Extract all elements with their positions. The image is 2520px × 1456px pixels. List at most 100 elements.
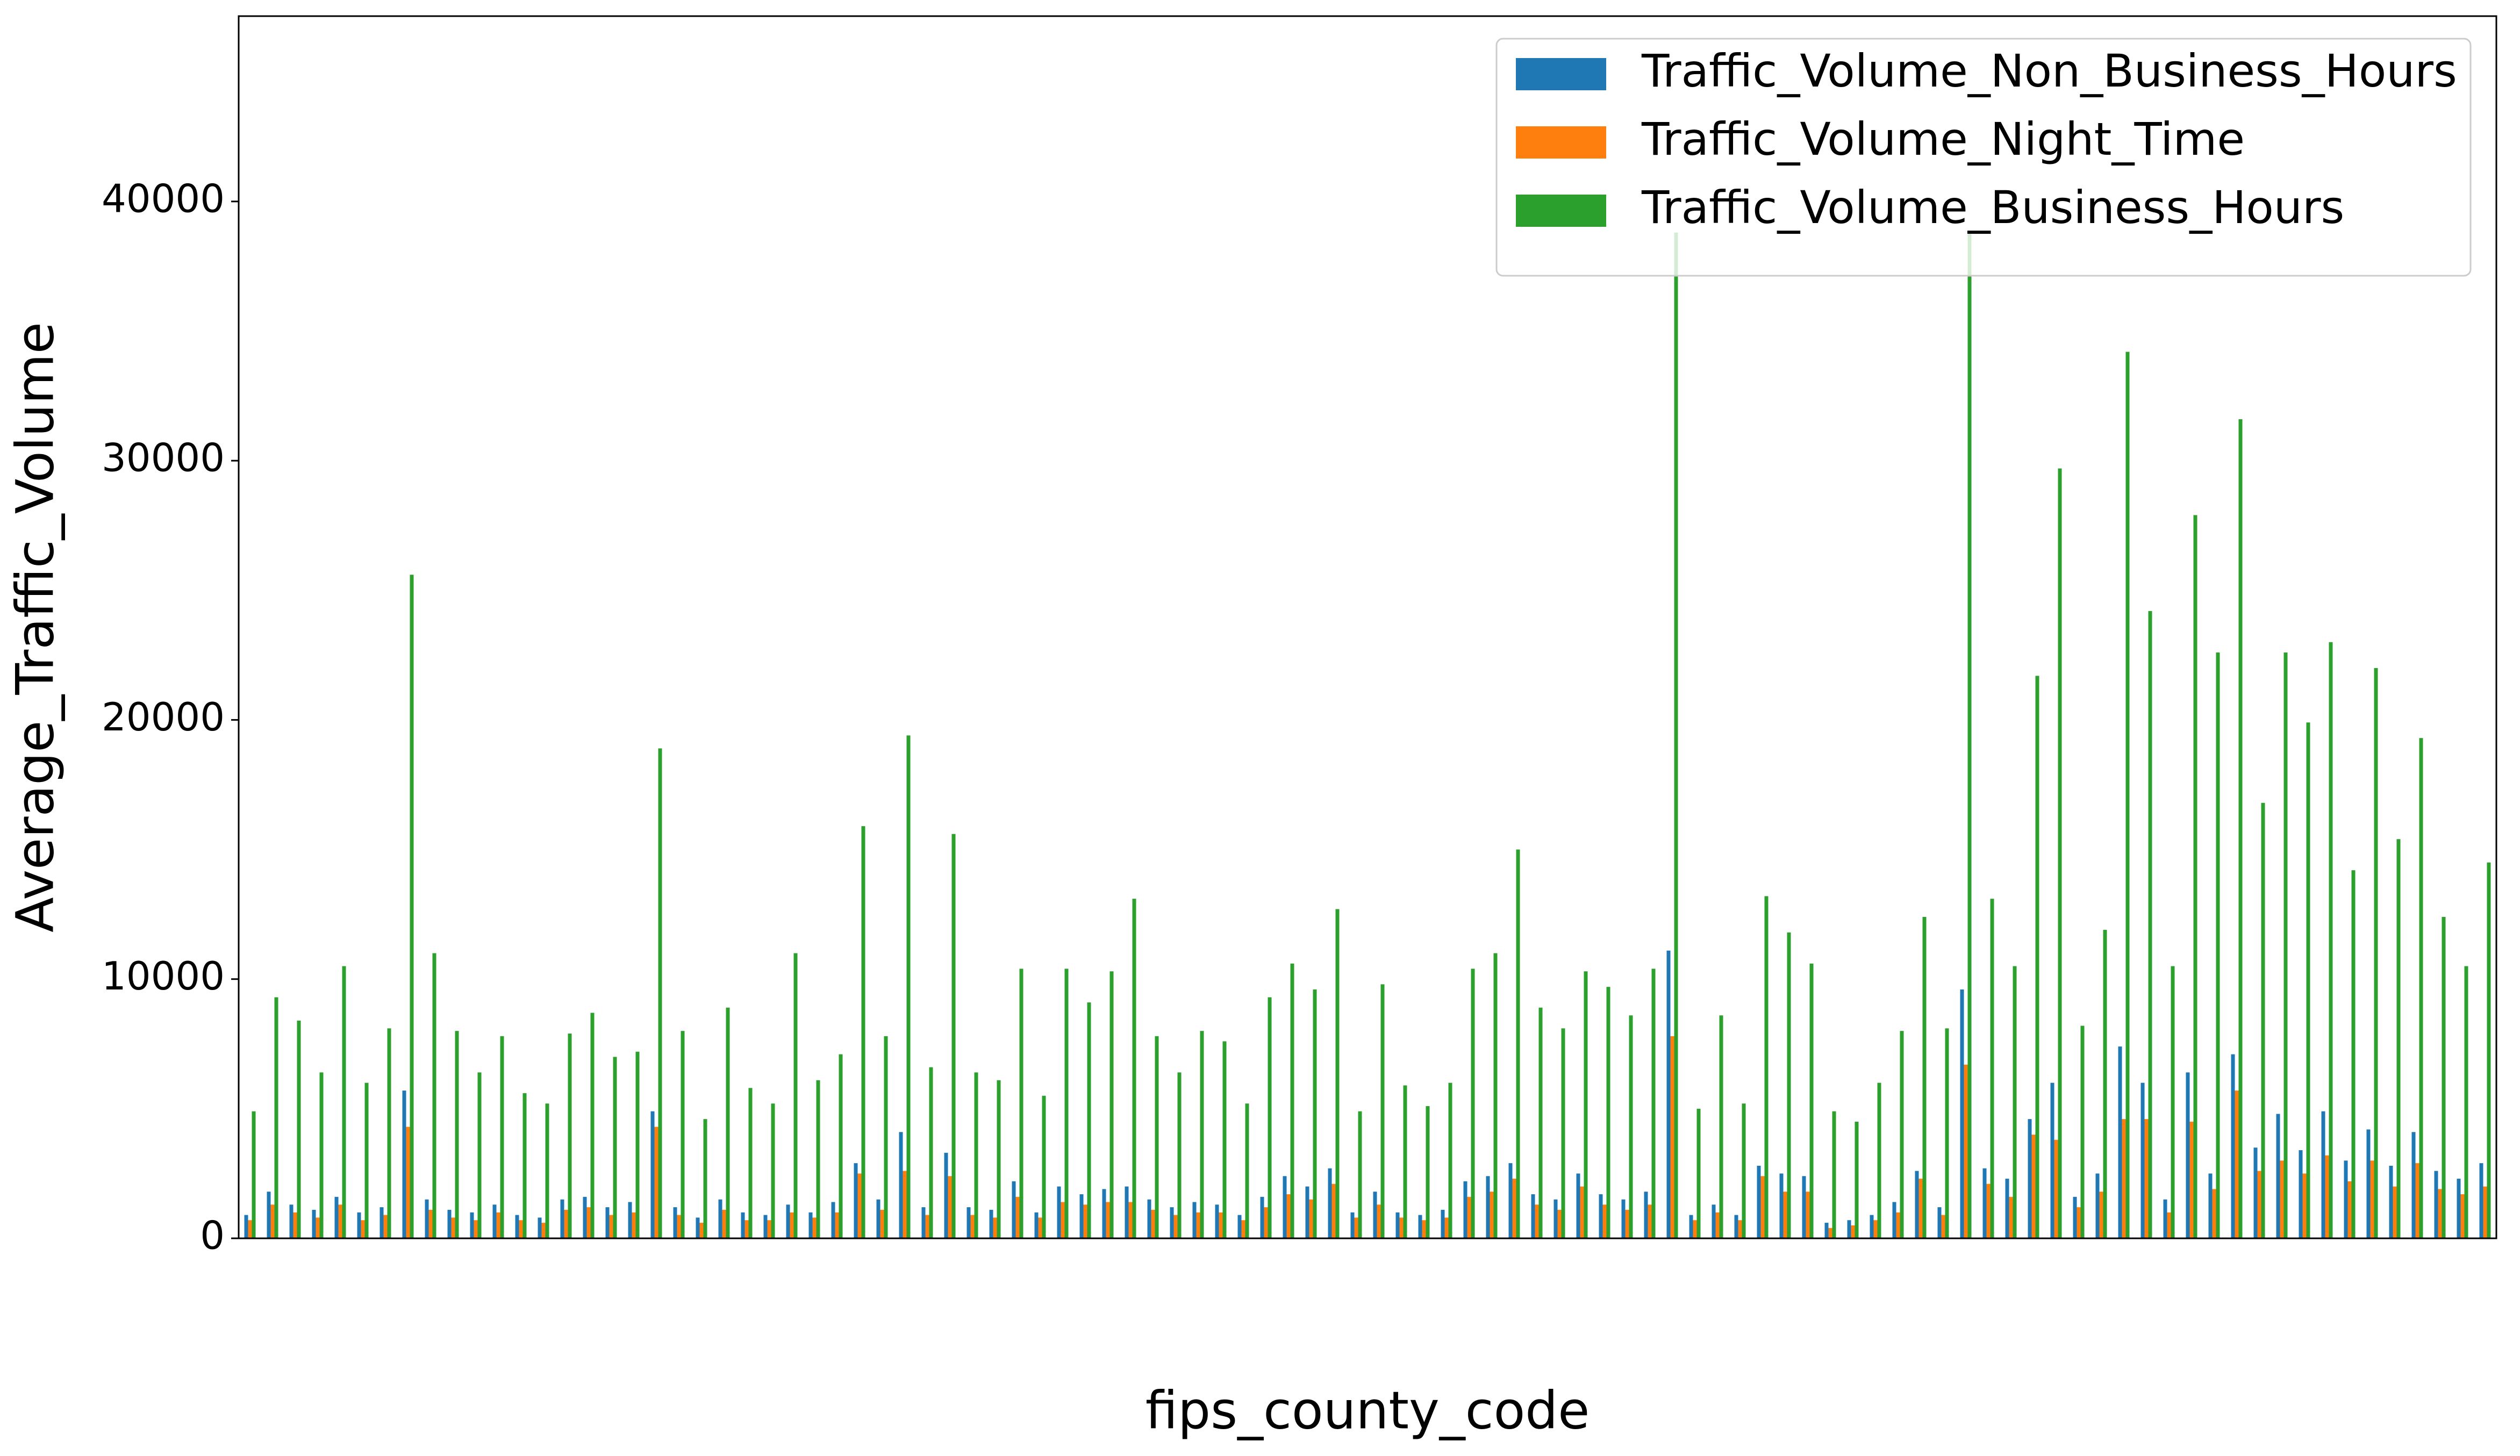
bar	[2103, 930, 2107, 1238]
bar	[1196, 1212, 1200, 1238]
bar	[790, 1212, 794, 1238]
bar	[2050, 1082, 2054, 1238]
bar	[2347, 1181, 2352, 1238]
bar	[1806, 1192, 1810, 1238]
bar	[2073, 1196, 2077, 1238]
bar	[1715, 1212, 1720, 1238]
bar	[1580, 1186, 1584, 1238]
bar	[1982, 1168, 1987, 1238]
bar	[1241, 1220, 1245, 1238]
bar	[1847, 1220, 1851, 1238]
x-axis-label: fips_county_code	[1146, 1380, 1590, 1440]
bar	[1915, 1171, 1919, 1238]
bar	[455, 1031, 459, 1238]
bar	[2035, 676, 2039, 1238]
bar	[357, 1212, 361, 1238]
bar	[1358, 1111, 1362, 1238]
bar	[2253, 1147, 2258, 1238]
bar	[545, 1103, 549, 1238]
bar	[854, 1163, 858, 1238]
bar	[2479, 1163, 2483, 1238]
bar	[2329, 642, 2333, 1238]
bar	[470, 1212, 474, 1238]
bar	[2419, 738, 2423, 1238]
bar	[2434, 1171, 2438, 1238]
bar	[1990, 899, 1994, 1238]
bar	[2351, 870, 2356, 1238]
bar	[2442, 916, 2446, 1238]
bar	[515, 1215, 519, 1238]
bar	[2144, 1119, 2149, 1238]
legend-swatch	[1516, 58, 1606, 90]
bar	[289, 1204, 293, 1238]
bar	[816, 1080, 820, 1238]
bar	[763, 1215, 768, 1238]
bar	[1128, 1202, 1133, 1238]
y-tick-label: 0	[200, 1213, 225, 1258]
bar	[1426, 1106, 1430, 1238]
bar	[2460, 1194, 2465, 1238]
bar	[1313, 989, 1317, 1238]
bar	[2231, 1054, 2235, 1238]
legend-swatch	[1516, 195, 1606, 227]
bar	[880, 1209, 884, 1238]
bar	[1467, 1196, 1471, 1238]
bar	[1328, 1168, 1332, 1238]
bar	[2415, 1163, 2419, 1238]
bar	[903, 1171, 907, 1238]
bar	[2171, 966, 2175, 1238]
bar	[718, 1199, 722, 1238]
bar	[406, 1127, 410, 1238]
bar	[2396, 839, 2401, 1238]
bar	[1490, 1192, 1494, 1238]
bar	[609, 1215, 613, 1238]
bar	[383, 1215, 388, 1238]
bar	[1350, 1212, 1355, 1238]
bar	[1606, 987, 1610, 1238]
bar	[1034, 1212, 1039, 1238]
bar	[2483, 1186, 2487, 1238]
bar	[1516, 849, 1520, 1238]
bar	[1557, 1209, 1562, 1238]
bar	[2464, 966, 2468, 1238]
plot-frame	[238, 15, 2497, 1239]
bar	[812, 1217, 817, 1238]
bar	[2095, 1173, 2100, 1238]
bar	[831, 1202, 835, 1238]
bar	[2031, 1135, 2036, 1238]
bar	[1779, 1173, 1784, 1238]
bar	[477, 1072, 482, 1238]
bar	[1155, 1036, 1159, 1238]
bar	[899, 1132, 903, 1238]
bar	[2148, 611, 2152, 1238]
bar	[1019, 969, 1023, 1238]
bar	[2438, 1189, 2442, 1238]
bar	[726, 1007, 730, 1238]
bar	[2080, 1025, 2085, 1238]
bar	[1286, 1194, 1291, 1238]
bar	[274, 997, 278, 1238]
bar	[677, 1215, 681, 1238]
bar	[1106, 1202, 1110, 1238]
bar	[2257, 1171, 2261, 1238]
bar	[1986, 1184, 1991, 1238]
bar	[997, 1080, 1001, 1238]
bar	[2276, 1114, 2280, 1238]
bar	[835, 1212, 839, 1238]
bar	[1215, 1204, 1219, 1238]
bar	[1373, 1192, 1377, 1238]
bar	[944, 1152, 948, 1238]
bar	[2058, 468, 2062, 1238]
bar	[2125, 352, 2130, 1238]
bar	[334, 1196, 339, 1238]
bar	[2054, 1139, 2058, 1238]
bar	[1870, 1215, 1874, 1238]
bar	[1561, 1028, 1565, 1238]
bar	[2167, 1212, 2171, 1238]
bar	[1941, 1215, 1945, 1238]
bar	[1599, 1194, 1603, 1238]
bar	[1083, 1204, 1087, 1238]
y-tick-label: 20000	[102, 694, 225, 740]
bar	[2005, 1179, 2009, 1238]
bar	[2216, 652, 2220, 1238]
